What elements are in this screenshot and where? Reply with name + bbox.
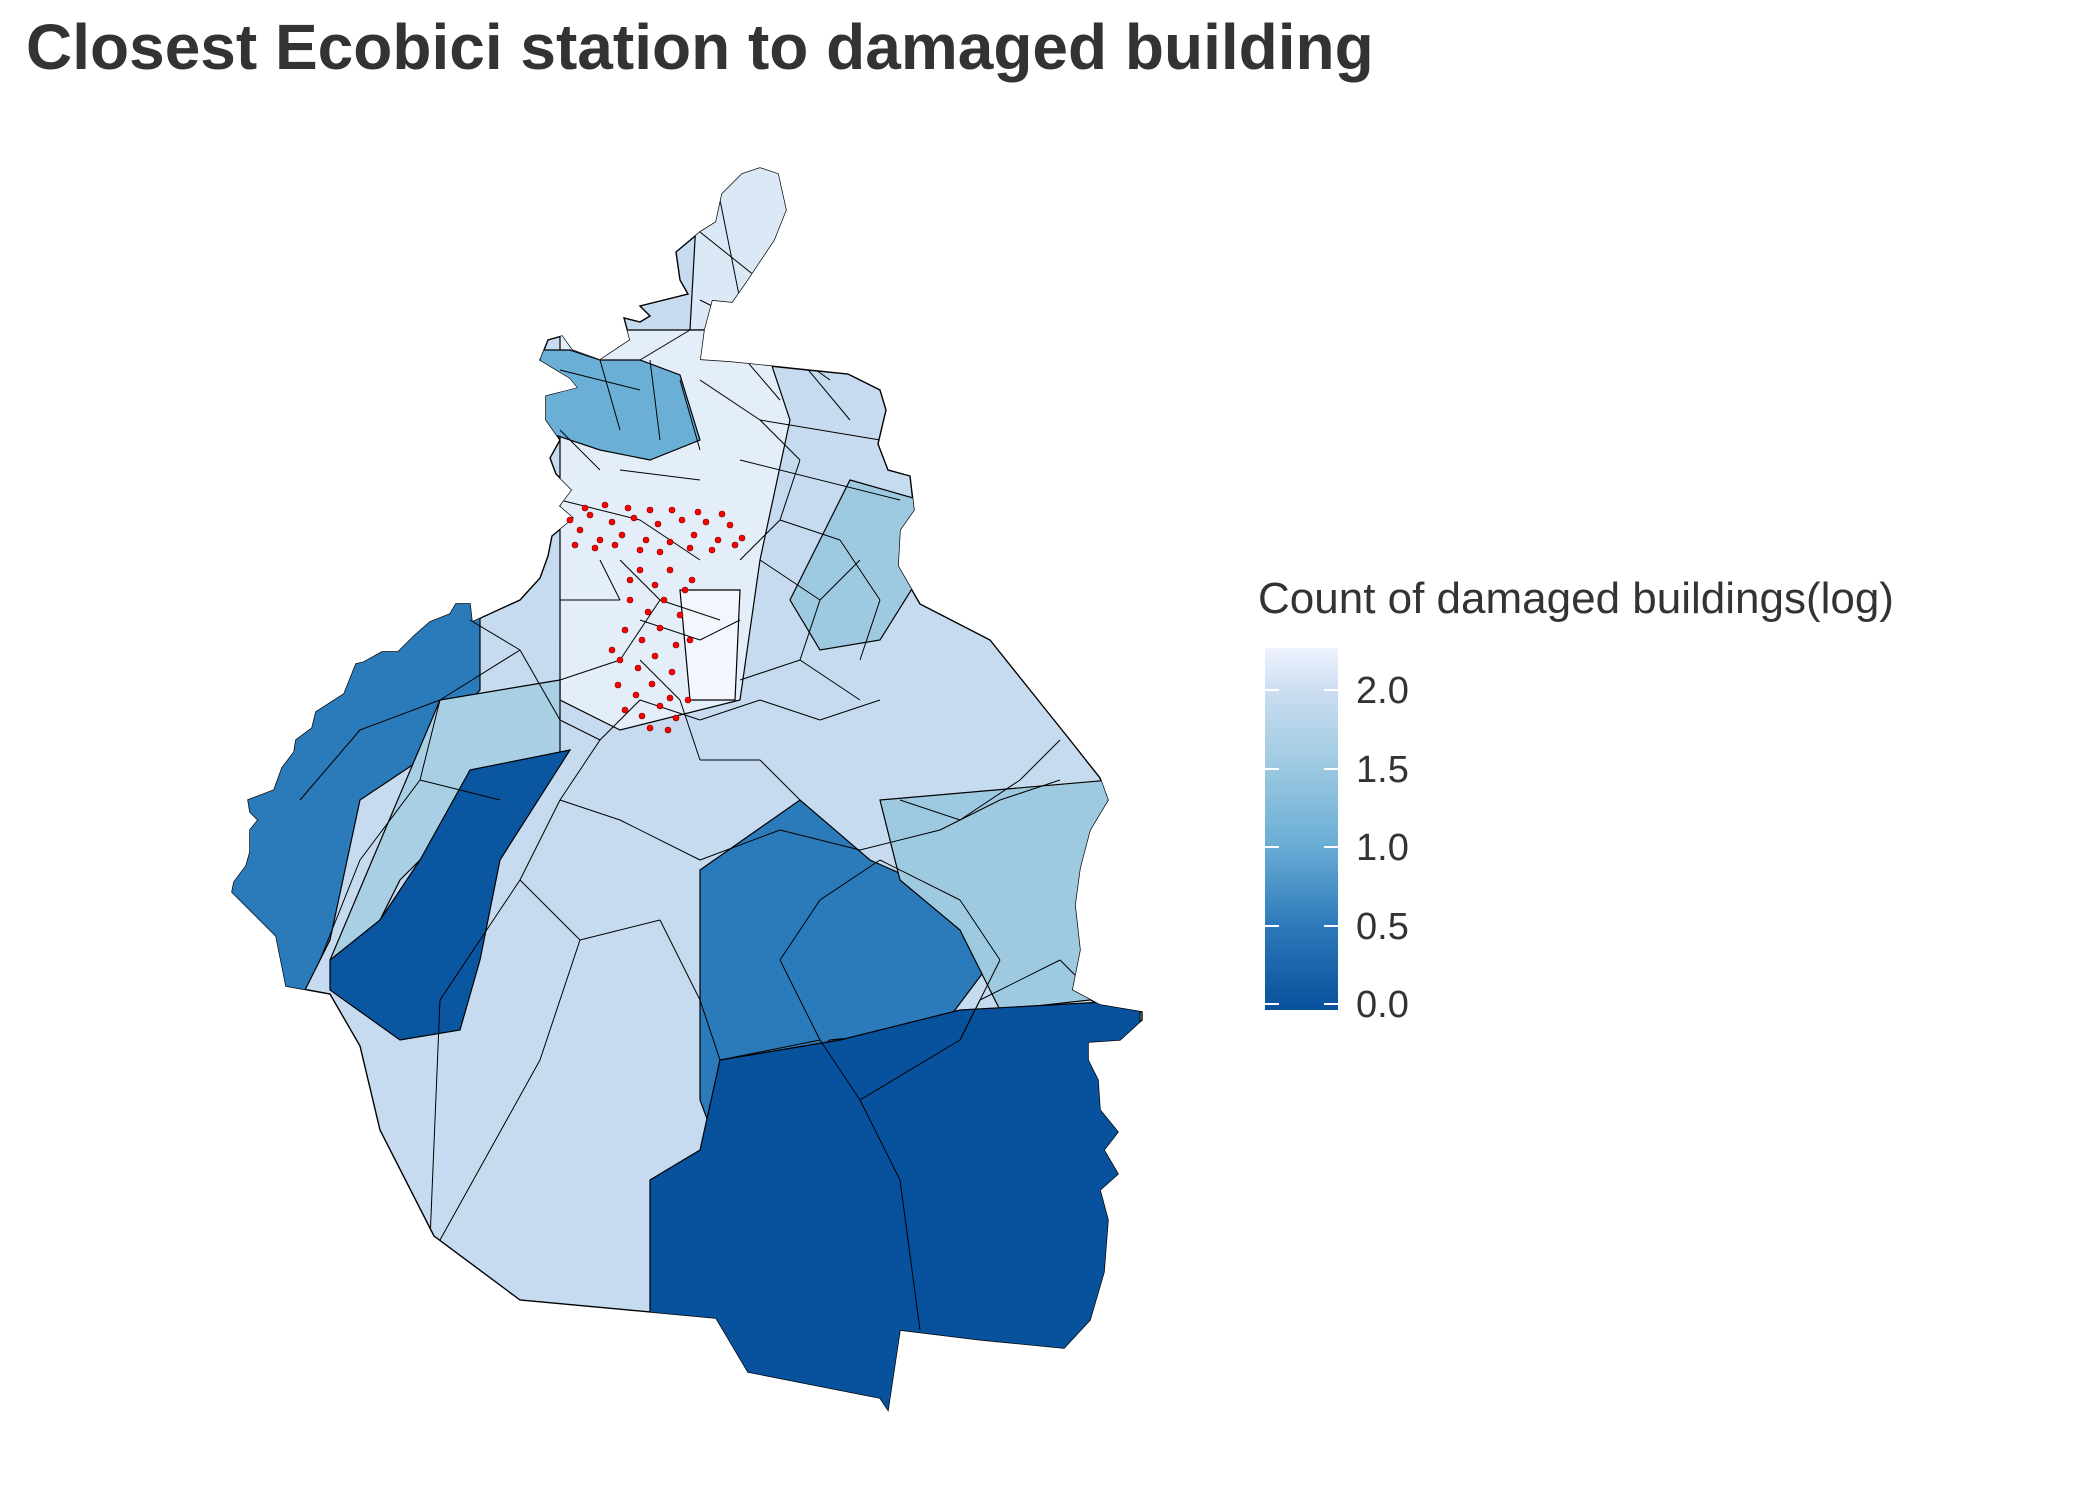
legend-tick-label: 0.5 [1356, 906, 1409, 948]
legend-ticks [1265, 689, 1338, 1005]
map-title: Closest Ecobici station to damaged build… [26, 11, 1374, 83]
region-west-dark [329, 749, 572, 1041]
damaged-building-points [566, 501, 746, 734]
station-cells [299, 199, 1101, 1331]
legend-title: Count of damaged buildings(log) [1258, 574, 1894, 623]
legend-tick-label: 1.0 [1356, 827, 1409, 869]
region-south [649, 999, 1141, 1410]
legend-tick-label: 1.5 [1356, 749, 1409, 791]
legend-tick-label: 0.0 [1356, 984, 1409, 1026]
legend-colorbar [1265, 648, 1338, 1010]
region-center-white [679, 589, 741, 701]
map-regions [231, 167, 1143, 1412]
legend-gradient [1265, 648, 1338, 1010]
legend-tick-label: 2.0 [1356, 670, 1409, 712]
